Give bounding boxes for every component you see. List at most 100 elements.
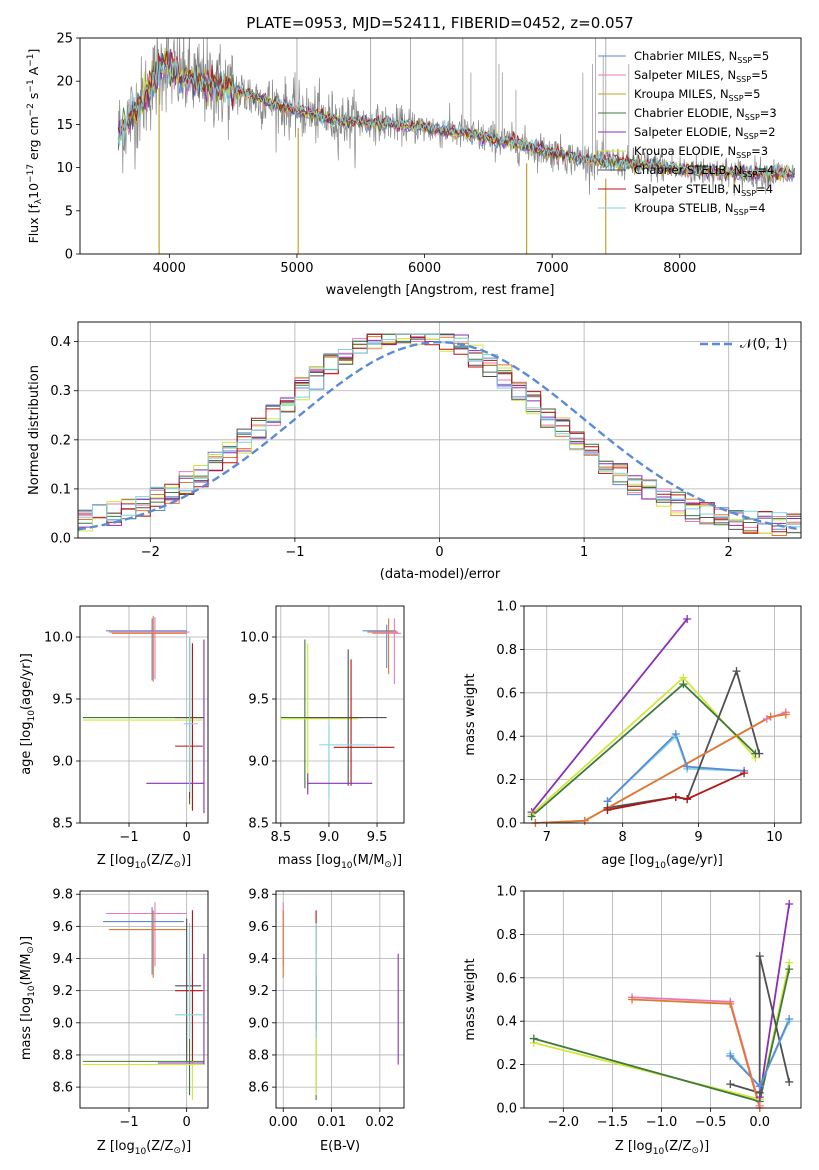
normal-distribution-curve: [78, 341, 801, 531]
legend-label-tail: =5: [744, 87, 761, 101]
y-tick-label: 0.0: [496, 1102, 517, 1117]
panel-mass-vs-Z: −1 08.68.89.09.29.49.69.8Z [log10(Z/Z⊙)]m…: [19, 888, 209, 1157]
y-label-part: ]: [26, 49, 41, 54]
y-tick-label: 0.1: [50, 482, 71, 497]
x-tick-label: 8: [619, 830, 627, 845]
errorbar-point: [362, 624, 397, 668]
legend-label-tail: =5: [752, 49, 769, 63]
weight-marker: [683, 762, 692, 771]
xlabel-label-rest: (M/M: [353, 853, 385, 868]
y-tick-label: 9.2: [52, 984, 73, 999]
y-tick-label: 10.0: [240, 631, 269, 646]
y-label-part: −17: [26, 164, 36, 183]
y-tick-label: 5: [65, 204, 73, 219]
legend-label: Salpeter STELIB, N: [634, 182, 741, 196]
y-tick-label: 0: [65, 248, 73, 263]
y-label-part: erg cm: [26, 116, 41, 164]
legend-entry: Salpeter STELIB, NSSP=4: [634, 182, 773, 198]
xlabel-label-sun: ⊙: [691, 1146, 699, 1156]
weight-line: [631, 996, 761, 1107]
x-axis-label: wavelength [Angstrom, rest frame]: [326, 283, 555, 298]
weight-marker: [785, 965, 794, 974]
y-label-part: Flux [f: [26, 204, 41, 244]
errorbar-point: [103, 907, 184, 975]
weight-line: [607, 668, 761, 809]
ylabel-label: age [log10(age/yr)]: [19, 653, 37, 775]
weight-marker: [785, 1015, 794, 1024]
xlabel-label-sub: 10: [654, 861, 666, 871]
weight-marker: [603, 805, 612, 814]
x-tick-label: −0.5: [695, 1115, 727, 1130]
legend-label-tail: =5: [751, 68, 768, 82]
y-tick-label: 8.6: [248, 1081, 269, 1096]
panel-age-vs-mass: 8.5 9.0 9.5 8.5 9.0 9.5 10.0 mass [log10(M/M⊙)]: [240, 605, 405, 871]
y-tick-label: 10.0: [44, 631, 73, 646]
weight-marker: [726, 1080, 735, 1089]
y-tick-label: 9.0: [52, 755, 73, 770]
x-tick-label: 9.0: [319, 830, 340, 845]
y-tick-label: 9.2: [248, 984, 269, 999]
x-tick-label: 8.5: [270, 830, 291, 845]
errorbar-point: [175, 910, 203, 1062]
xlabel-label-rest: (Z/Z: [146, 1139, 173, 1154]
xlabel-label: age [log10(age/yr)]: [601, 853, 723, 871]
errorbar-point: [372, 618, 402, 685]
y-tick-label: 0.2: [496, 1058, 517, 1073]
weight-marker: [726, 999, 735, 1008]
model-fit-line: [117, 58, 795, 181]
y-tick-label: 9.4: [52, 952, 73, 967]
errorbar-point: [280, 639, 363, 789]
x-tick-label: 6000: [408, 261, 441, 276]
errorbar-point: [146, 639, 205, 814]
x-tick-label: −1.0: [646, 1115, 678, 1130]
x-tick-label: 2: [725, 545, 733, 560]
legend-entry: Chabrier STELIB, NSSP=4: [634, 163, 774, 179]
y-tick-label: 0.6: [496, 971, 517, 986]
x-tick-label: 9: [694, 830, 702, 845]
panel-residuals: −2 −1 0 1 2 0.0 0.1 0.2 0.3 0.4 𝒩(0, 1) (data-model…: [27, 321, 802, 582]
axes-frame: [79, 890, 209, 1109]
legend-label: Salpeter MILES, N: [634, 68, 736, 82]
y-label-part: λ: [34, 198, 44, 204]
legend-label-sub: SSP: [737, 56, 752, 65]
x-tick-label: 0.01: [317, 1115, 346, 1130]
weight-marker: [683, 615, 692, 624]
y-label-part: −1: [26, 54, 36, 67]
xlabel-label-main: Z [log: [97, 853, 135, 868]
xlabel-label-sub: 10: [653, 1147, 665, 1157]
x-tick-label: 10: [766, 830, 783, 845]
axes-frame: [77, 321, 802, 539]
x-tick-label: −1: [285, 545, 304, 560]
weight-line: [606, 732, 745, 802]
y-axis-label: mass weight: [463, 673, 478, 755]
legend-label-tail: =3: [751, 144, 768, 158]
legend-label-sub: SSP: [736, 75, 751, 84]
legend-label: 𝒩(0, 1): [740, 337, 787, 352]
axes-frame: [79, 37, 802, 255]
weight-line: [758, 903, 791, 1098]
xlabel-label-rest: (Z/Z: [146, 853, 173, 868]
errorbar-point: [82, 974, 204, 1096]
legend-entry: Salpeter MILES, NSSP=5: [634, 68, 768, 84]
y-tick-label: 0.4: [50, 335, 71, 350]
errorbar-point: [175, 918, 202, 1062]
xlabel-label: mass [log10(M/M⊙)]: [278, 853, 402, 871]
x-tick-label: −1: [119, 1115, 138, 1130]
x-axis-label: E(B-V): [320, 1139, 360, 1154]
errorbar-point: [108, 910, 187, 978]
weight-marker: [671, 730, 680, 739]
errorbar-point: [367, 618, 399, 675]
xlabel-label-sub: 10: [135, 1147, 147, 1157]
y-label-part: −1: [26, 79, 36, 92]
weight-marker: [683, 795, 692, 804]
y-tick-label: 15: [56, 118, 73, 133]
panel-weight-vs-age: 7 8 9 10 0.0 0.2 0.4 0.6 0.8 1.0 mass weight age [l…: [463, 600, 802, 871]
x-tick-label: 7: [543, 830, 551, 845]
legend-entry: Chabrier ELODIE, NSSP=3: [634, 106, 777, 122]
weight-line: [607, 772, 745, 811]
x-tick-label: 5000: [280, 261, 313, 276]
plot-area: [82, 615, 205, 814]
weight-marker: [755, 1082, 764, 1091]
weight-line: [530, 618, 688, 813]
legend-label-tail: =4: [757, 163, 774, 177]
